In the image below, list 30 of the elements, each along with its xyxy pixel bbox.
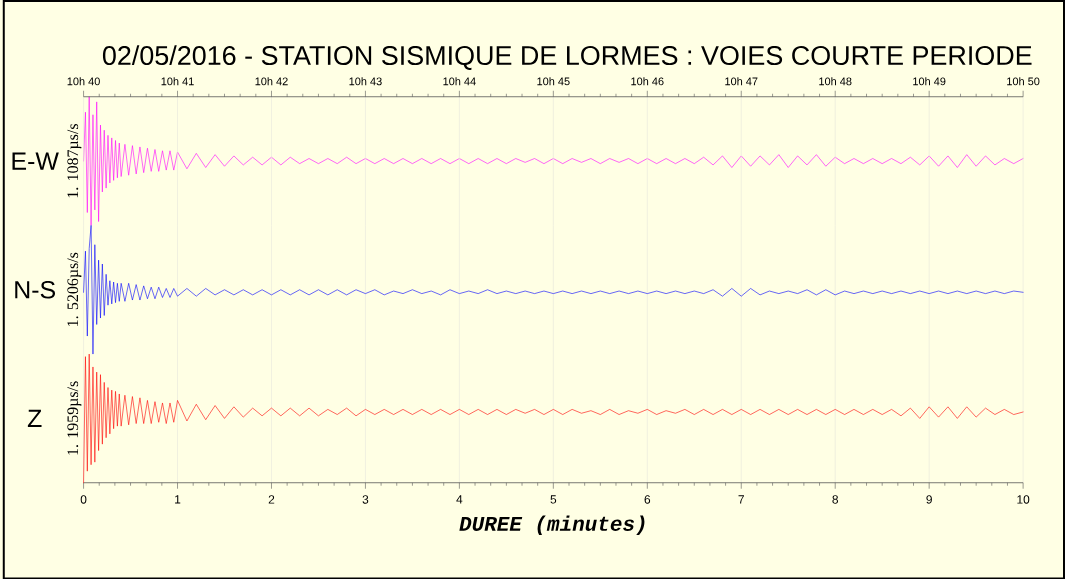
x2-tick-label: 10h 45 — [537, 76, 570, 86]
x2-tick-label: 10h 42 — [255, 76, 288, 86]
series-label: N-S — [15, 280, 56, 299]
x2-tick-label: 10h 46 — [631, 76, 664, 86]
x-tick-label: 9 — [926, 495, 932, 504]
x-tick-label: 0 — [80, 495, 87, 504]
x2-tick-label: 10h 43 — [349, 76, 382, 86]
x2-tick-label: 10h 48 — [819, 76, 852, 86]
x-tick-label: 2 — [268, 495, 275, 504]
x2-tick-label: 10h 49 — [913, 76, 946, 86]
x-tick-label: 3 — [362, 495, 369, 504]
x-tick-label: 6 — [644, 495, 651, 504]
y-axis-title: 1. 1959µs/s — [67, 381, 82, 455]
chart-title: 02/05/2016 - STATION SISMIQUE DE LORMES : VOIES COURTE PERIODE — [102, 45, 1032, 70]
x2-tick-label: 10h 47 — [725, 76, 758, 86]
x-tick-label: 8 — [832, 495, 839, 504]
x-axis-title: DUREE (minutes) — [459, 515, 645, 535]
y-axis-title: 1. 1087µs/s — [67, 123, 82, 198]
series-label: Z — [27, 409, 42, 427]
x2-tick-label: 10h 44 — [443, 76, 476, 86]
x2-tick-label: 10h 41 — [161, 76, 194, 86]
x2-tick-label: 10h 40 — [67, 76, 100, 86]
x-tick-label: 10 — [1017, 495, 1030, 504]
x2-tick-label: 10h 50 — [1007, 76, 1040, 86]
x-tick-label: 7 — [738, 495, 744, 504]
x-tick-label: 4 — [456, 495, 463, 504]
y-axis-title: 1. 5206µs/s — [67, 252, 82, 326]
x-tick-label: 5 — [550, 495, 557, 504]
x-tick-label: 1 — [175, 495, 181, 504]
series-label: E-W — [12, 152, 59, 170]
